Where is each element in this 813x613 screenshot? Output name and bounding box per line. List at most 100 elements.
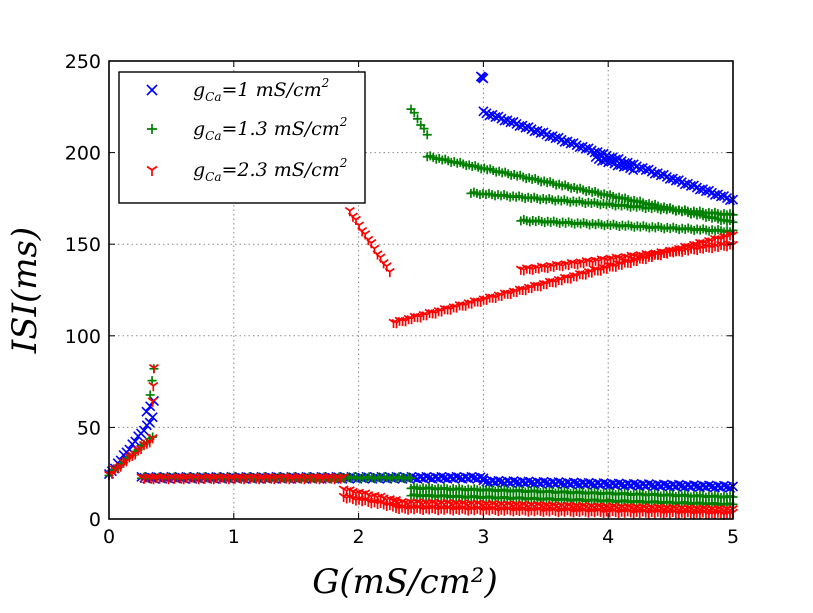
data-point (436, 471, 447, 482)
data-points (103, 71, 739, 520)
data-point (147, 376, 157, 386)
data-point (145, 390, 155, 400)
data-point (655, 170, 666, 181)
data-point (338, 472, 349, 483)
data-point (508, 476, 519, 487)
data-point (419, 124, 429, 134)
legend-marker-+ (147, 124, 157, 134)
x-tick-label: 4 (602, 526, 614, 548)
data-point (673, 479, 684, 490)
y-tick-label: 100 (65, 326, 101, 348)
data-point (694, 184, 705, 195)
data-point (422, 130, 432, 140)
data-point (478, 73, 489, 84)
data-point (490, 111, 501, 123)
data-point (703, 480, 715, 491)
data-point (384, 267, 395, 278)
y-tick-label: 200 (65, 143, 101, 165)
y-tick-label: 0 (89, 509, 101, 531)
data-point (493, 475, 504, 486)
data-point (574, 142, 585, 153)
data-point (658, 479, 669, 490)
data-point (409, 108, 419, 118)
data-point (664, 173, 675, 185)
data-point (141, 406, 152, 417)
x-tick-label: 3 (477, 526, 489, 548)
y-tick-label: 150 (65, 234, 101, 256)
y-tick-label: 50 (77, 417, 101, 439)
x-tick-label: 2 (353, 526, 365, 548)
data-point (550, 133, 561, 144)
data-point (568, 477, 579, 488)
data-point (147, 397, 158, 407)
data-point (413, 114, 423, 124)
data-point (628, 478, 639, 489)
x-axis-title: G(mS/cm²) (312, 562, 498, 602)
legend-label-sub: Ca (205, 170, 221, 184)
data-point (649, 168, 660, 179)
legend-label-sup: 2 (339, 156, 348, 170)
data-point (670, 175, 681, 186)
data-point (514, 120, 525, 132)
legend-label: gCa=1.3 mS/cm2 (193, 115, 347, 143)
legend-label-value: =2.3 mS/cm (222, 159, 340, 181)
legend-label: gCa=2.3 mS/cm2 (193, 156, 347, 184)
legend-box (118, 71, 366, 204)
legend-label-main: g (193, 159, 205, 181)
data-point (700, 186, 712, 197)
legend-label-sub: Ca (205, 90, 221, 104)
legend-label-main: g (193, 118, 205, 140)
data-point (628, 165, 639, 176)
data-point (715, 191, 727, 202)
legend-label-main: g (193, 79, 205, 101)
series-tri_down (104, 206, 738, 520)
data-point (544, 131, 555, 142)
x-tick-label: 1 (228, 526, 240, 548)
y-tick-label: 250 (65, 51, 101, 73)
data-point (484, 110, 495, 121)
data-point (580, 143, 591, 154)
data-point (138, 425, 150, 436)
legend-label-sup: 2 (339, 115, 348, 129)
data-point (718, 480, 730, 491)
data-point (640, 164, 651, 176)
data-point (535, 127, 546, 138)
data-point (451, 471, 462, 482)
legend-marker-tri_down (146, 165, 158, 176)
data-point (565, 138, 576, 149)
data-point (466, 471, 477, 482)
data-point (505, 117, 516, 128)
data-point (538, 476, 549, 487)
data-point (523, 476, 534, 487)
data-point (421, 471, 432, 482)
data-point (559, 136, 570, 147)
legend-label: gCa=1 mS/cm2 (193, 76, 329, 104)
data-point (499, 115, 510, 126)
data-point (598, 478, 609, 489)
legend-label-value: =1 mS/cm (222, 79, 322, 101)
data-point (148, 381, 159, 392)
data-point (520, 122, 531, 133)
data-point (529, 126, 540, 137)
legend-label-value: =1.3 mS/cm (222, 118, 340, 140)
x-tick-label: 5 (727, 526, 739, 548)
data-point (147, 434, 158, 444)
data-point (553, 477, 564, 488)
legend-label-sub: Ca (205, 129, 221, 143)
data-point (613, 478, 624, 489)
y-axis-title: ISI(ms) (5, 227, 45, 354)
data-point (679, 179, 690, 190)
data-point (643, 479, 654, 490)
data-point (148, 363, 159, 374)
data-point (406, 473, 416, 483)
legend-label-sup: 2 (321, 76, 330, 90)
data-point (685, 180, 696, 191)
data-point (478, 475, 489, 486)
x-tick-label: 0 (103, 526, 115, 548)
legend-marker-x (146, 84, 158, 96)
data-point (688, 480, 699, 491)
data-point (144, 417, 155, 428)
